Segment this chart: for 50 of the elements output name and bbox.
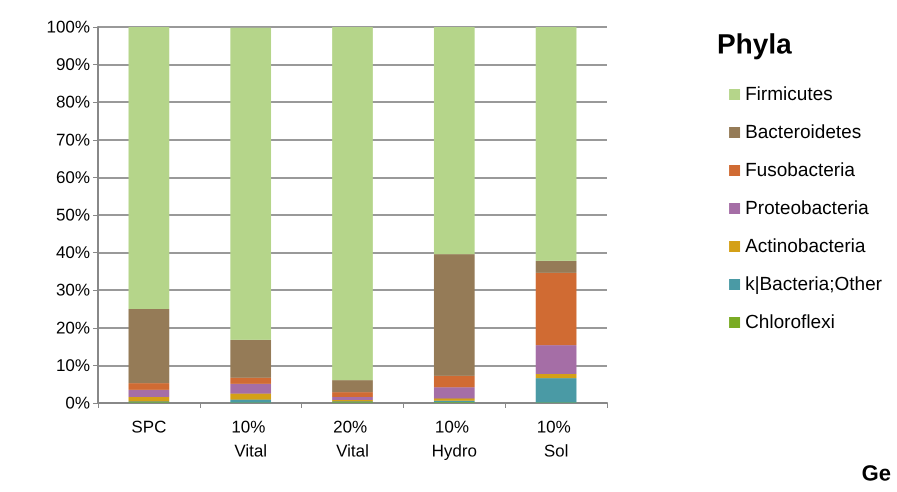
- y-tick-label: 70%: [56, 130, 90, 150]
- text: Ge: [862, 460, 892, 486]
- bar: [128, 390, 170, 397]
- bar: [128, 383, 170, 390]
- bar: [434, 27, 475, 254]
- bar: [332, 392, 373, 397]
- y-tick-label: 60%: [56, 168, 90, 187]
- y-tick-label: 50%: [56, 206, 90, 224]
- bar: [128, 396, 170, 402]
- bar: [230, 384, 272, 394]
- bar: [230, 340, 272, 378]
- legend-label: k|Bacteria;Other: [745, 274, 883, 295]
- bar: [128, 27, 170, 309]
- bar: [332, 380, 373, 392]
- bar: [230, 400, 272, 403]
- bar: [536, 260, 576, 273]
- y-tick-label: 90%: [56, 55, 90, 74]
- x-tick-label: SPC: [131, 418, 166, 436]
- y-tick-label: 20%: [56, 318, 90, 338]
- bar: [434, 376, 475, 388]
- y-tick-label: 40%: [56, 243, 90, 262]
- x-tick-label: 20% Vital: [333, 418, 372, 460]
- y-tick-label: 0%: [65, 394, 90, 412]
- bar: [332, 396, 373, 400]
- bar: [332, 27, 373, 380]
- bar: [536, 374, 576, 378]
- bar: [434, 387, 475, 398]
- bar: [230, 28, 272, 340]
- legend-label: Actinobacteria: [745, 236, 866, 257]
- y-tick-label: 100%: [46, 18, 90, 36]
- y-tick-label: 80%: [56, 92, 90, 112]
- bar: [230, 394, 272, 400]
- bar: [536, 345, 576, 374]
- bar: [536, 27, 576, 261]
- legend-label: Fusobacteria: [745, 160, 856, 181]
- y-tick-label: 10%: [56, 356, 90, 375]
- y-tick-label: 30%: [56, 280, 90, 300]
- x-tick-label: 10% Hydro: [432, 418, 477, 460]
- x-tick-label: 10% Vital: [231, 418, 270, 460]
- legend-label: Firmicutes: [745, 84, 833, 105]
- bar: [128, 309, 170, 384]
- legend-label: Proteobacteria: [745, 198, 870, 219]
- bar: [536, 378, 576, 403]
- legend-label: Chloroflexi: [745, 312, 835, 333]
- legend-title: Phyla: [717, 28, 792, 60]
- x-tick-label: 10% Sol: [536, 418, 576, 460]
- bar: [434, 254, 475, 376]
- legend-label: Bacteroidetes: [745, 122, 862, 143]
- bar: [230, 378, 272, 384]
- bar: [536, 272, 576, 346]
